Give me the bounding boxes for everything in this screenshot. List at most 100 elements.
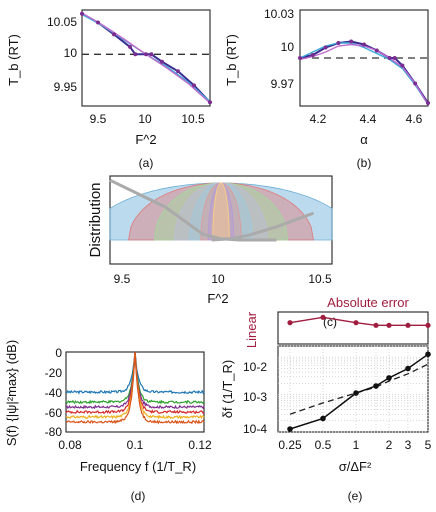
panel-b-point	[310, 53, 315, 57]
panel-b-caption: (b)	[357, 156, 372, 170]
panel-c-xtick-2: 10	[211, 272, 225, 286]
panel-a-point	[133, 52, 138, 57]
panel-d-spectrum-6	[65, 351, 205, 425]
panel-e-error-point	[373, 322, 379, 328]
panel-e-caption: (e)	[348, 489, 363, 503]
panel-c-xtick-1: 9.5	[114, 272, 131, 286]
panel-a-point	[128, 44, 132, 49]
panel-b-point	[336, 41, 341, 45]
panel-a-series-2	[81, 13, 211, 103]
panel-e-ytick-3: 10-4	[243, 422, 267, 436]
panel-d-ylabel: S(f) {|ψ|²max} (dB)	[4, 340, 19, 446]
panel-a-xtick-1: 9.5	[90, 112, 107, 126]
panel-b-point	[413, 81, 418, 86]
panel-b-point	[400, 63, 405, 68]
panel-e-xtick-1: 0.25	[278, 438, 302, 452]
panel-b-ytick-3: 9.97	[271, 77, 295, 91]
panel-a-ylabel: T_b (RT)	[6, 34, 21, 86]
panel-e-point	[373, 383, 379, 389]
panel-e-xtick-5: 3	[405, 438, 412, 452]
panel-d-ytick-5: -80	[45, 425, 63, 439]
panel-d-ytick-2: -20	[45, 366, 63, 380]
panel-e-point	[353, 390, 359, 396]
panel-a-xlabel: F^2	[135, 132, 156, 147]
panel-d-ytick-4: -60	[45, 406, 63, 420]
panel-d-xlabel: Frequency f (1/T_R)	[80, 459, 196, 474]
panel-d-xtick-1: 0.08	[58, 438, 82, 452]
panel-e-error-point	[353, 320, 359, 326]
panel-a-point	[96, 20, 100, 25]
panel-e-point	[320, 415, 326, 422]
panel-b-point	[362, 42, 366, 47]
panel-a-point	[160, 59, 164, 64]
panel-a-point	[112, 32, 116, 37]
panel-e-xtick-2: 0.5	[315, 438, 332, 452]
panel-b-xtick-3: 4.6	[406, 112, 423, 126]
panel-e-plot	[278, 314, 431, 433]
panel-c-xlabel: F^2	[207, 291, 228, 306]
panel-a-caption: (a)	[139, 156, 154, 170]
panel-a-plot	[80, 11, 212, 105]
panel-e-xtick-3: 1	[353, 438, 360, 452]
panel-e-error-point	[287, 320, 293, 326]
panel-b-point	[323, 45, 328, 50]
panel-b-series-1	[299, 40, 429, 104]
panel-c: 9.5 10 10.5 Distribution F^2 (c)	[87, 175, 337, 329]
panel-c-ylabel: Distribution	[87, 182, 104, 257]
panel-a-xtick-2: 10	[138, 112, 152, 126]
panel-e-top-frame	[277, 311, 429, 345]
panel-b-point	[426, 101, 430, 105]
panel-e-error-point	[386, 322, 392, 328]
panel-b-xlabel: α	[360, 132, 368, 147]
panel-a-point	[208, 100, 212, 105]
panel-b-xtick-2: 4.4	[360, 112, 377, 126]
panel-a-point	[149, 52, 154, 57]
panel-b-point	[392, 56, 397, 60]
panel-a-series-3	[81, 12, 211, 104]
panel-a-frame	[81, 9, 211, 107]
panel-c-gray-curve-2	[211, 211, 315, 242]
panel-b-ylabel: T_b (RT)	[224, 34, 239, 86]
panel-a-point	[192, 83, 196, 88]
panel-e-xlabel: σ/ΔF²	[339, 459, 372, 474]
panel-b-point	[374, 48, 379, 53]
panel-b-ytick-2: 10	[281, 40, 295, 54]
panel-e-xtick-6: 5	[425, 438, 432, 452]
panel-c-xtick-3: 10.5	[308, 272, 332, 286]
panel-a: 10.05 10 9.95 9.5 10 10.5 T_b (RT) F^2 (…	[6, 9, 212, 170]
panel-a-point	[144, 52, 148, 57]
panel-c-gray-curve-1	[109, 178, 277, 242]
panel-b-series-2	[299, 42, 429, 105]
panel-d-xtick-2: 0.1	[127, 438, 144, 452]
panel-e-point	[425, 351, 431, 358]
panel-e-top-label: Absolute error	[327, 295, 409, 310]
panel-e-ytick-1: 10-2	[243, 360, 267, 374]
panel-e-linear-label: Linear	[244, 311, 259, 348]
panel-d-ytick-1: 0	[55, 346, 62, 360]
panel-e-linear-line	[289, 363, 429, 415]
panel-c-distribution-8	[212, 182, 230, 241]
panel-e-error-point	[405, 322, 411, 328]
panel-a-xtick-3: 10.5	[181, 112, 205, 126]
panel-a-series-1	[81, 12, 211, 103]
panel-b-point	[349, 39, 354, 44]
panel-d-xtick-3: 0.12	[188, 438, 212, 452]
panel-b-series-3	[299, 43, 429, 105]
panel-a-ytick-1: 10.05	[47, 15, 77, 29]
panel-d-plot	[65, 351, 205, 425]
panel-b-plot	[298, 39, 430, 105]
panel-d: 0 -20 -40 -60 -80 0.08 0.1 0.12 S(f) {|ψ…	[4, 340, 212, 503]
panel-a-ytick-3: 9.95	[54, 80, 78, 94]
panel-b-point	[298, 56, 302, 60]
panel-e-point	[386, 375, 392, 381]
panel-b: 10.03 10 9.97 4.2 4.4 4.6 T_b (RT) α (b)	[224, 7, 430, 170]
panel-e-error-point	[425, 322, 431, 328]
panel-b-ytick-1: 10.03	[264, 7, 294, 21]
panel-a-point	[80, 11, 84, 16]
panel-e: 10-2 10-3 10-4 0.25 0.5 1 2 3 5 δf (1/T_…	[220, 295, 432, 503]
panel-a-ytick-2: 10	[64, 46, 78, 60]
panel-c-plot	[109, 178, 333, 242]
panel-e-error-point	[320, 314, 326, 320]
panel-e-ylabel: δf (1/T_R)	[220, 360, 235, 419]
